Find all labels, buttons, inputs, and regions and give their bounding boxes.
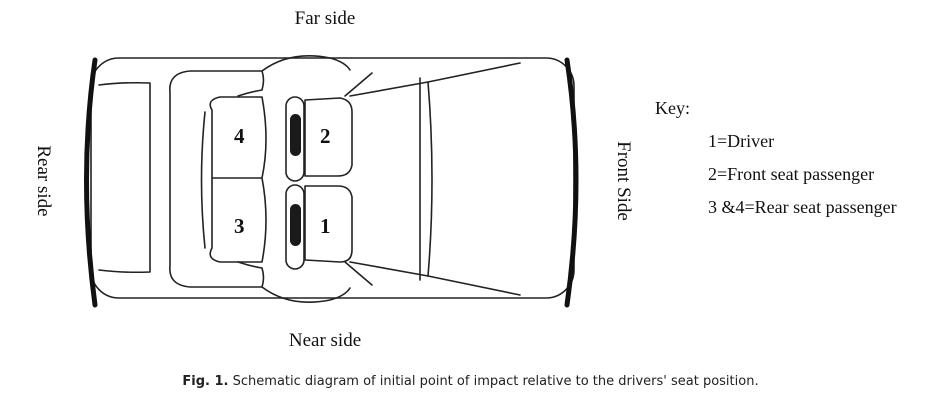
front-seat-near bbox=[304, 185, 353, 263]
rear-trunk-panel bbox=[98, 81, 151, 274]
key-item-driver: 1=Driver bbox=[708, 131, 775, 151]
front-seat-far bbox=[304, 97, 353, 177]
near-side-label: Near side bbox=[288, 330, 362, 351]
rear-seat-bench bbox=[209, 96, 267, 263]
rear-seat-back bbox=[200, 111, 206, 249]
headrest-far-icon bbox=[290, 114, 301, 156]
rear-side-label: Rear side bbox=[33, 145, 54, 217]
figure-caption-text: Schematic diagram of initial point of im… bbox=[232, 374, 759, 389]
headrest-near-icon bbox=[290, 204, 301, 246]
seatback-far-frame bbox=[285, 96, 305, 182]
seat-number-3: 3 bbox=[234, 214, 245, 238]
windscreen bbox=[349, 81, 433, 277]
figure-caption-label: Fig. 1. bbox=[182, 374, 229, 389]
roof-arc-top bbox=[261, 55, 351, 72]
seat-number-2: 2 bbox=[320, 124, 331, 148]
a-pillar-bottom bbox=[344, 261, 373, 286]
figure-caption: Fig. 1. Schematic diagram of initial poi… bbox=[0, 374, 941, 389]
hood-line-top bbox=[427, 62, 521, 83]
far-side-label: Far side bbox=[294, 8, 356, 29]
seatback-near-frame bbox=[285, 184, 305, 270]
front-side-label: Front Side bbox=[613, 141, 634, 221]
hood-line-bottom bbox=[427, 275, 521, 296]
roof-arc-bottom bbox=[261, 286, 351, 303]
key-legend: Key: 1=Driver 2=Front seat passenger 3 &… bbox=[655, 98, 935, 230]
key-item-front-passenger: 2=Front seat passenger bbox=[708, 164, 875, 184]
key-item-rear-passenger: 3 &4=Rear seat passenger bbox=[708, 197, 897, 217]
a-pillar-top bbox=[344, 72, 373, 97]
cabin-frame bbox=[169, 70, 265, 288]
key-title: Key: bbox=[655, 98, 690, 118]
seat-number-1: 1 bbox=[320, 214, 331, 238]
front-bumper bbox=[564, 57, 579, 308]
rear-bumper bbox=[84, 57, 98, 308]
seat-number-4: 4 bbox=[234, 124, 245, 148]
